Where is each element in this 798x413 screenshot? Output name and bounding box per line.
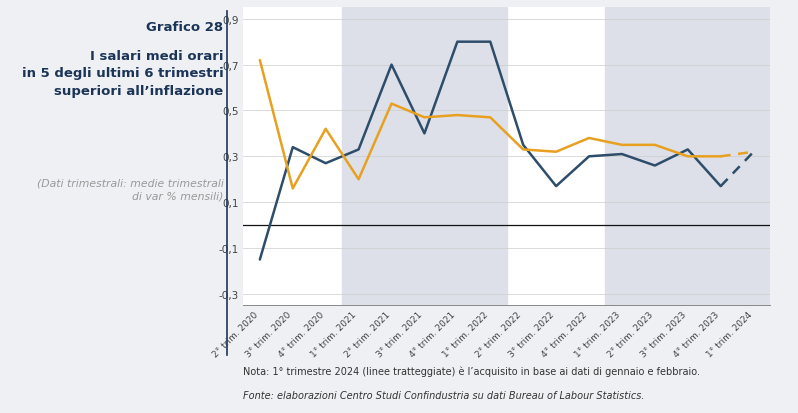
Text: Fonte: elaborazioni Centro Studi Confindustria su dati Bureau of Labour Statisti: Fonte: elaborazioni Centro Studi Confind… [243, 390, 645, 400]
Text: I salari medi orari
in 5 degli ultimi 6 trimestri
superiori all’inflazione: I salari medi orari in 5 degli ultimi 6 … [22, 50, 223, 97]
Bar [342, 8, 507, 306]
Bar [737, 8, 770, 306]
Text: Grafico 28: Grafico 28 [146, 21, 223, 33]
Text: Nota: 1° trimestre 2024 (linee tratteggiate) è l’acquisito in base ai dati di ge: Nota: 1° trimestre 2024 (linee tratteggi… [243, 366, 701, 376]
Text: (Dati trimestrali: medie trimestrali
di var % mensili): (Dati trimestrali: medie trimestrali di … [37, 178, 223, 201]
Bar [606, 8, 770, 306]
